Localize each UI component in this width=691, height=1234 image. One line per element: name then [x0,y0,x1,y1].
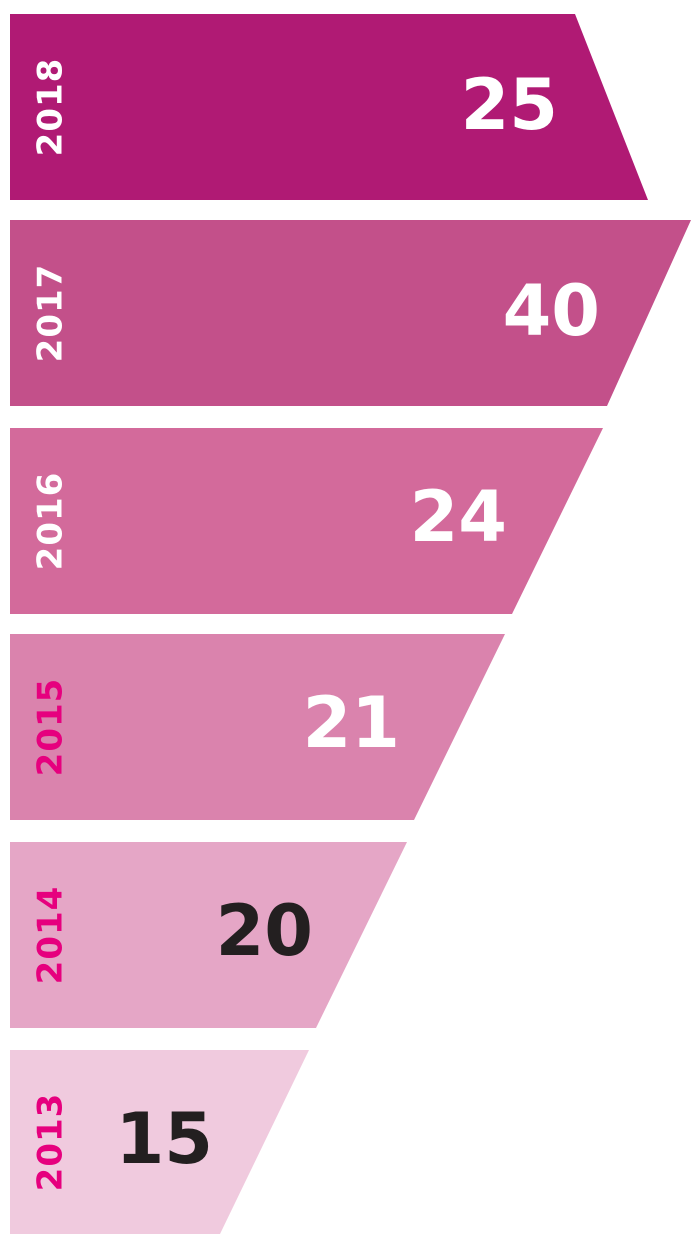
year-label: 2017 [31,264,71,363]
year-label: 2013 [31,1093,71,1192]
value-label: 15 [116,1098,213,1180]
band [10,428,603,614]
year-label: 2015 [31,678,71,777]
band [10,1050,309,1234]
year-label: 2016 [31,472,71,571]
band [10,220,691,406]
band [10,634,505,820]
value-label: 40 [503,270,600,352]
band [10,842,407,1028]
band [10,14,648,200]
value-label: 25 [461,64,558,146]
year-label: 2018 [31,58,71,157]
value-label: 20 [216,890,313,972]
year-label: 2014 [31,886,71,985]
value-label: 24 [410,476,507,558]
value-label: 21 [303,682,400,764]
